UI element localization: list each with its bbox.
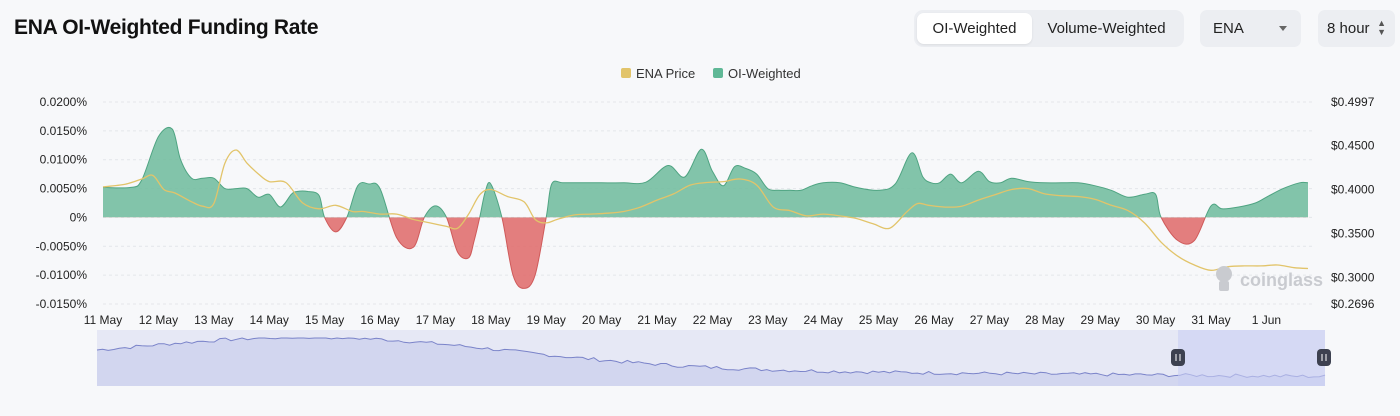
coinglass-watermark: coinglass	[1216, 266, 1323, 291]
price-line	[102, 149, 1309, 271]
funding-area-positive	[103, 127, 1308, 218]
funding-line-positive	[102, 126, 1309, 218]
x-tick-label: 23 May	[748, 313, 787, 327]
legend-label: OI-Weighted	[728, 66, 801, 81]
x-tick-label: 30 May	[1136, 313, 1175, 327]
x-tick-label: 1 Jun	[1252, 313, 1281, 327]
drag-handle-icon	[1171, 349, 1185, 366]
legend-swatch	[621, 68, 631, 78]
x-tick-label: 18 May	[471, 313, 510, 327]
y-right-tick-label: $0.3000	[1331, 270, 1375, 284]
y-right-tick-label: $0.4997	[1331, 95, 1375, 109]
series-layer	[102, 126, 1309, 289]
x-tick-label: 13 May	[194, 313, 233, 327]
navigator-handle-left[interactable]	[1171, 349, 1185, 366]
funding-area-negative	[324, 217, 1206, 289]
navigator-line	[96, 337, 1326, 379]
x-tick-label: 12 May	[139, 313, 178, 327]
asset-select[interactable]: ENA	[1200, 10, 1301, 47]
page-title: ENA OI-Weighted Funding Rate	[14, 16, 319, 39]
x-tick-label: 17 May	[416, 313, 455, 327]
y-right-tick-label: $0.4500	[1331, 139, 1375, 153]
chart-legend: ENA Price OI-Weighted	[621, 66, 801, 81]
grid-lines	[103, 101, 1314, 305]
coinglass-logo-icon	[1216, 266, 1232, 282]
up-down-arrows-icon: ▲ ▼	[1377, 18, 1386, 37]
y-left-tick-label: 0.0150%	[40, 124, 88, 138]
x-tick-label: 21 May	[637, 313, 676, 327]
x-tick-label: 28 May	[1025, 313, 1064, 327]
coinglass-watermark-text: coinglass	[1240, 270, 1323, 290]
x-tick-label: 25 May	[859, 313, 898, 327]
y-left-tick-label: 0.0050%	[40, 182, 88, 196]
y-left-tick-label: -0.0100%	[36, 268, 88, 282]
y-right-tick-label: $0.4000	[1331, 183, 1375, 197]
navigator-selection	[1178, 330, 1325, 386]
y-left-tick-label: 0.0200%	[40, 95, 88, 109]
interval-select-value: 8 hour	[1327, 20, 1370, 37]
x-tick-label: 22 May	[693, 313, 732, 327]
coinglass-logo-icon-base	[1219, 281, 1229, 291]
navigator-handle-right[interactable]	[1317, 349, 1331, 366]
drag-handle-icon	[1317, 349, 1331, 366]
y-left-tick-label: -0.0050%	[36, 239, 88, 253]
asset-select-value: ENA	[1213, 20, 1244, 37]
x-tick-label: 14 May	[250, 313, 289, 327]
tab-volume-weighted[interactable]: Volume-Weighted	[1047, 20, 1166, 37]
chevron-down-icon	[1279, 26, 1287, 31]
x-tick-label: 31 May	[1191, 313, 1230, 327]
legend-label: ENA Price	[636, 66, 695, 81]
range-navigator	[96, 330, 1331, 386]
x-tick-label: 20 May	[582, 313, 621, 327]
x-tick-label: 27 May	[970, 313, 1009, 327]
y-left-tick-label: 0.0100%	[40, 153, 88, 167]
y-left-tick-label: 0%	[70, 210, 88, 224]
y-left-tick-label: -0.0150%	[36, 297, 88, 311]
x-tick-label: 19 May	[527, 313, 566, 327]
x-tick-label: 16 May	[360, 313, 399, 327]
interval-select[interactable]: 8 hour ▲ ▼	[1318, 10, 1395, 47]
tab-oi-weighted[interactable]: OI-Weighted	[917, 13, 1032, 44]
x-tick-label: 24 May	[804, 313, 843, 327]
x-tick-label: 29 May	[1081, 313, 1120, 327]
y-right-tick-label: $0.2696	[1331, 297, 1375, 311]
x-axis: 11 May 12 May 13 May 14 May 15 May 16 May 17 M…	[84, 313, 1281, 327]
x-tick-label: 11 May	[84, 313, 122, 327]
legend-swatch	[713, 68, 723, 78]
y-right-tick-label: $0.3500	[1331, 226, 1375, 240]
x-tick-label: 26 May	[914, 313, 953, 327]
left-axis: 0.0200% 0.0150% 0.0100% 0.0050% 0% -0.0050% -0…	[36, 95, 88, 311]
right-axis: $0.4997 $0.4500 $0.4000 $0.3500 $0.3000 $0.26…	[1331, 95, 1375, 311]
x-tick-label: 15 May	[305, 313, 344, 327]
weighting-toggle: OI-Weighted Volume-Weighted	[914, 10, 1184, 47]
